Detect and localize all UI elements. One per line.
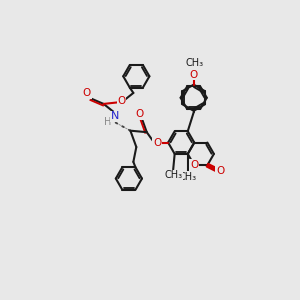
Text: N: N (110, 111, 119, 122)
Text: CH₃: CH₃ (185, 58, 203, 68)
Text: CH₃: CH₃ (164, 170, 182, 180)
Text: O: O (83, 88, 91, 98)
Text: CH₃: CH₃ (179, 172, 197, 182)
Text: O: O (153, 138, 161, 148)
Text: O: O (216, 166, 224, 176)
Text: O: O (190, 160, 198, 170)
Text: O: O (135, 109, 143, 119)
Text: O: O (117, 96, 126, 106)
Text: O: O (190, 70, 198, 80)
Text: H: H (104, 117, 111, 127)
